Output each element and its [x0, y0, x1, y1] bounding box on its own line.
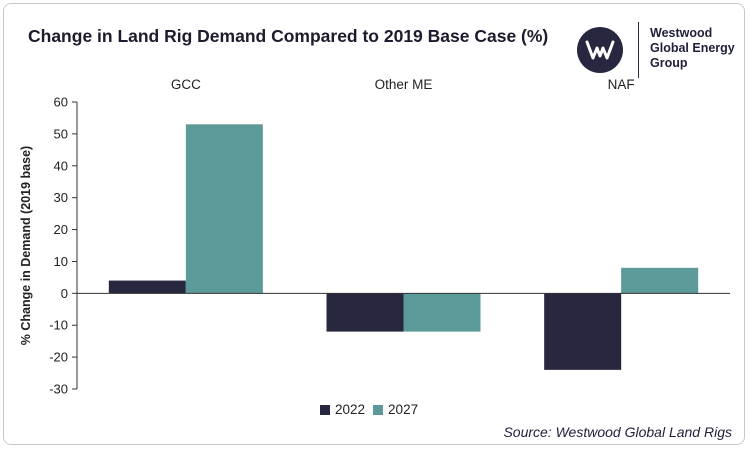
y-axis-title: % Change in Demand (2019 base) [19, 146, 33, 345]
legend-swatch-2022 [320, 404, 330, 415]
chart-frame: Change in Land Rig Demand Compared to 20… [3, 3, 745, 445]
bar-other-me-2022 [326, 293, 404, 332]
category-label: GCC [171, 77, 201, 92]
legend-swatch-2027 [373, 404, 384, 415]
bars [108, 124, 699, 370]
legend-item-2027: 2027 [373, 402, 418, 417]
y-tick-label: -20 [49, 350, 68, 365]
y-tick-label: -30 [49, 382, 68, 397]
legend-item-2022: 2022 [320, 402, 365, 417]
bar-naf-2027 [621, 267, 699, 294]
chart-title: Change in Land Rig Demand Compared to 20… [28, 26, 549, 46]
bar-gcc-2022 [108, 280, 186, 294]
y-tick-label: 30 [54, 190, 68, 205]
y-tick-label: 20 [54, 222, 68, 237]
y-axis-ticks: 60 50 40 30 20 10 0 -10 -20 -30 [49, 95, 77, 397]
legend-label-2027: 2027 [388, 402, 419, 417]
logo-divider [638, 22, 639, 78]
legend-label-2022: 2022 [335, 402, 366, 417]
logo-line-2: Global Energy [650, 41, 735, 55]
logo-line-1: Westwood [650, 26, 713, 40]
category-label: Other ME [375, 77, 433, 92]
legend: 2022 2027 [320, 402, 418, 417]
westwood-w-logo-icon [577, 27, 623, 73]
bar-gcc-2027 [185, 124, 263, 294]
y-tick-label: 10 [54, 254, 68, 269]
company-logo: Westwood Global Energy Group [576, 22, 736, 78]
bar-other-me-2027 [403, 293, 481, 332]
y-tick-label: 40 [54, 158, 68, 173]
bar-naf-2022 [544, 293, 622, 370]
y-tick-label: 0 [61, 286, 68, 301]
logo-line-3: Group [650, 56, 688, 70]
source-note: Source: Westwood Global Land Rigs [503, 424, 732, 440]
logo-text: Westwood Global Energy Group [650, 26, 735, 71]
y-tick-label: 50 [54, 126, 68, 141]
y-tick-label: -10 [49, 318, 68, 333]
category-label: NAF [608, 77, 635, 92]
y-tick-label: 60 [54, 95, 68, 110]
category-labels: GCC Other ME NAF [171, 77, 635, 92]
